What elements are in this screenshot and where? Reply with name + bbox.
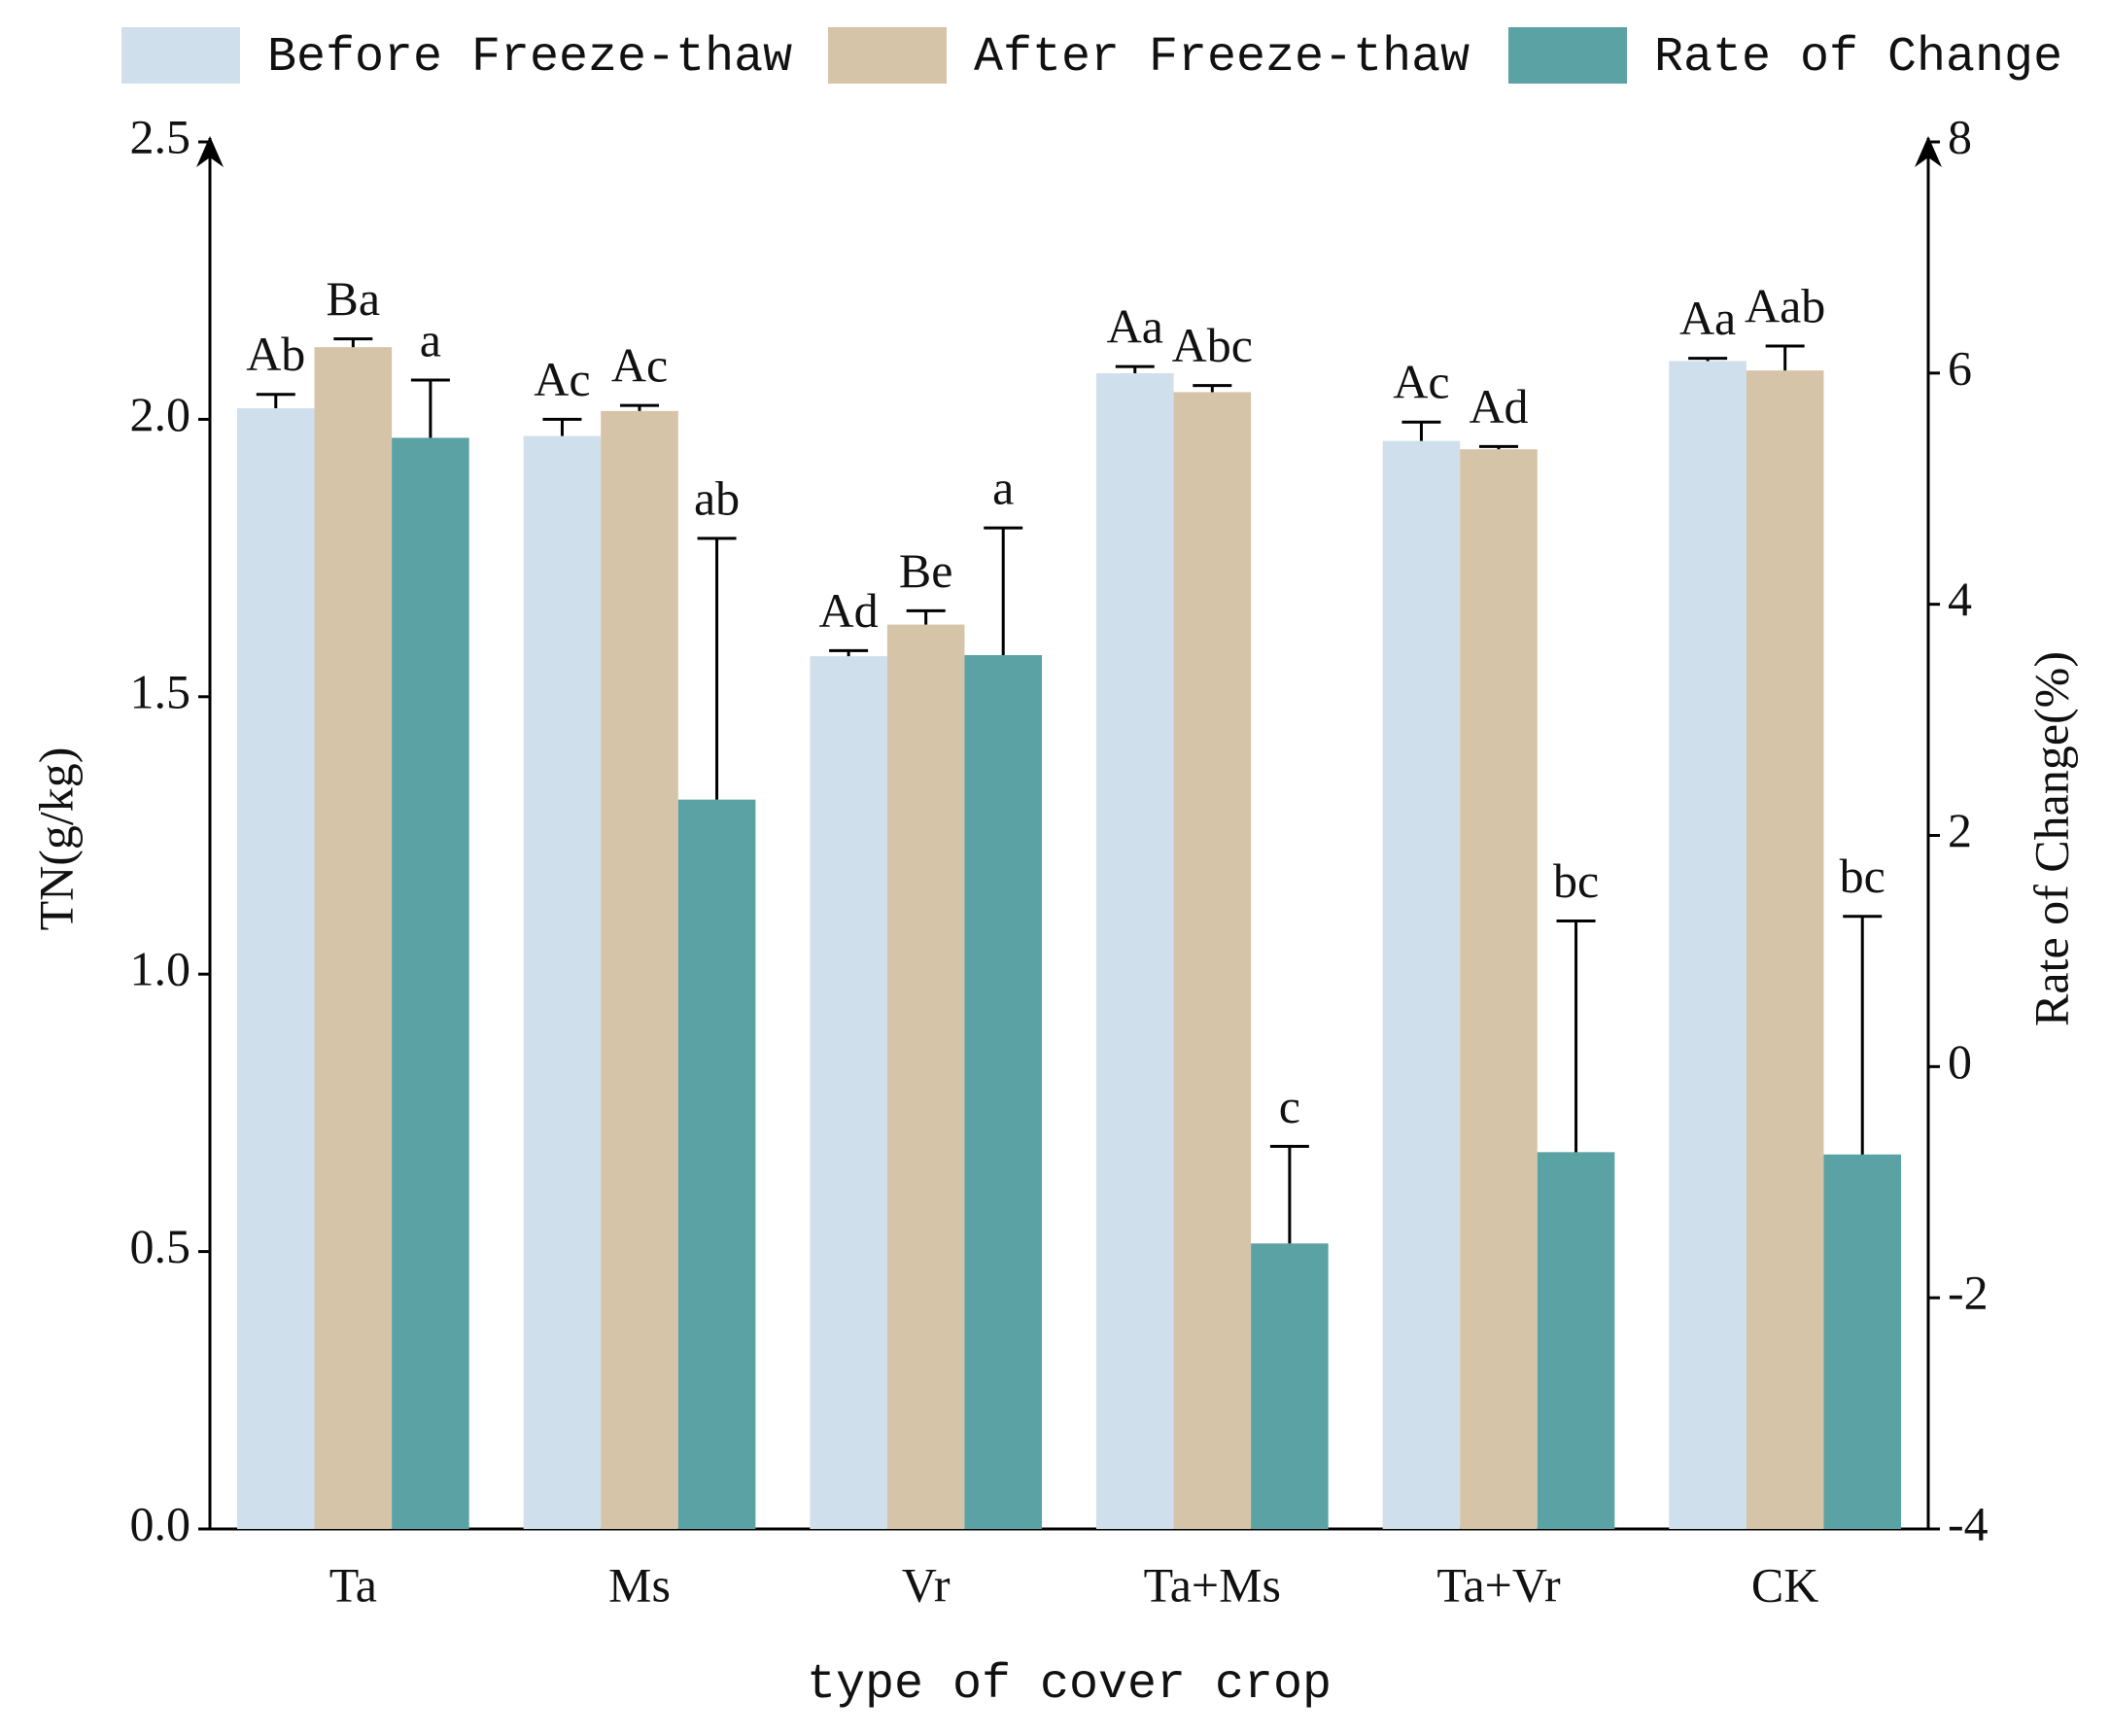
error-bar (1688, 357, 1728, 362)
y-tick-label: 2.0 (130, 387, 191, 441)
bar (810, 656, 887, 1529)
significance-letter: bc (1553, 853, 1599, 908)
bar (523, 435, 602, 1530)
significance-letter: Aa (1679, 291, 1736, 345)
y-tick-label: 0.5 (130, 1219, 191, 1273)
bar (1823, 1154, 1902, 1529)
error-bar (333, 337, 373, 348)
x-tick-label: CK (1751, 1557, 1818, 1612)
legend-label: Rate of Change (1654, 30, 2062, 86)
legend-label: After Freeze-thaw (974, 30, 1470, 86)
significance-letter: Be (899, 543, 953, 598)
y2-axis-arrow (1915, 136, 1942, 167)
bar (964, 654, 1043, 1529)
legend-swatch (121, 27, 240, 84)
error-bar (542, 417, 582, 436)
y-tick-label: 2.5 (130, 109, 191, 163)
bar (1382, 440, 1461, 1530)
significance-letter: a (992, 461, 1014, 515)
y2-tick-label: -4 (1948, 1496, 1989, 1550)
error-bar (1556, 919, 1596, 1153)
error-bar (829, 648, 869, 657)
bar (314, 347, 393, 1529)
x-tick-label: Ta+Vr (1436, 1557, 1561, 1612)
significance-letter: Ac (1393, 355, 1449, 409)
y-tick-label: 1.5 (130, 664, 191, 718)
legend-swatch (1508, 27, 1627, 84)
x-axis-title: type of cover crop (807, 1657, 1332, 1713)
error-bar (1269, 1144, 1309, 1244)
error-bar (906, 608, 946, 625)
x-tick-label: Vr (902, 1557, 951, 1612)
significance-letter: c (1279, 1079, 1300, 1133)
significance-letter: Ab (246, 327, 305, 381)
error-bar (1193, 384, 1232, 393)
significance-letter: ab (694, 470, 740, 525)
legend-swatch (828, 27, 947, 84)
bar (236, 407, 315, 1529)
y-axis-title: TN(g/kg) (28, 747, 83, 931)
bar (1460, 449, 1538, 1530)
significance-letter: Ba (327, 271, 381, 326)
significance-letter: a (420, 312, 441, 366)
error-bar (1765, 344, 1805, 371)
bar (1251, 1243, 1329, 1529)
x-tick-label: Ta (329, 1557, 377, 1612)
bar (392, 437, 469, 1530)
y-tick-label: 0.0 (130, 1496, 191, 1550)
y2-tick-label: 6 (1948, 340, 1972, 395)
error-bar (1115, 365, 1155, 374)
error-bar (697, 537, 737, 800)
significance-letter: Abc (1172, 318, 1253, 372)
bar (886, 624, 965, 1529)
legend-label: Before Freeze-thaw (267, 30, 792, 86)
x-tick-label: Ta+Ms (1144, 1557, 1281, 1612)
x-tick-label: Ms (608, 1557, 671, 1612)
significance-letter: Ac (611, 338, 668, 393)
bar (1095, 373, 1174, 1530)
error-bar (1401, 420, 1441, 441)
significance-letter: Ad (1469, 379, 1528, 434)
significance-letter: bc (1840, 849, 1885, 903)
error-bar (410, 378, 450, 438)
y2-tick-label: 0 (1948, 1034, 1972, 1089)
error-bar (984, 526, 1023, 655)
error-bar (620, 403, 659, 411)
error-bar (256, 393, 295, 408)
y2-axis-title: Rate of Change(%) (2024, 651, 2078, 1026)
y-axis-arrow (196, 136, 224, 167)
bar (677, 799, 756, 1529)
error-bar (1843, 915, 1883, 1155)
bar (1537, 1152, 1615, 1529)
significance-letter: Ad (819, 583, 879, 638)
y2-tick-label: -2 (1948, 1266, 1989, 1320)
bar (601, 410, 678, 1529)
significance-letter: Aab (1745, 279, 1825, 333)
bar (1669, 361, 1747, 1529)
bar (1746, 370, 1824, 1530)
y-tick-label: 1.0 (130, 942, 191, 996)
error-bar (1479, 444, 1518, 450)
y2-tick-label: 8 (1948, 109, 1972, 163)
bar (1173, 392, 1252, 1529)
y2-tick-label: 4 (1948, 572, 1972, 626)
significance-letter: Aa (1107, 299, 1163, 354)
significance-letter: Ac (534, 352, 590, 406)
y2-tick-label: 2 (1948, 803, 1972, 857)
